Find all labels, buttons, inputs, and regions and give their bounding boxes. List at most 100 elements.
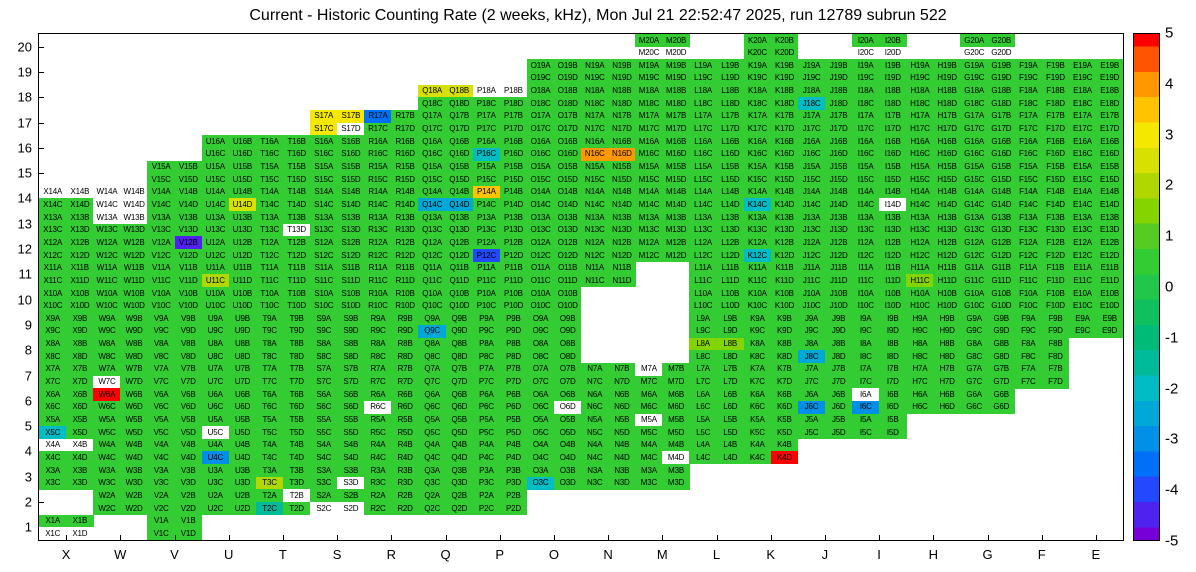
heatmap-cell: W2D — [120, 502, 148, 516]
heatmap-cell: G8B — [987, 337, 1015, 351]
heatmap-cell: M19C — [635, 71, 663, 85]
y-axis-label: 2 — [24, 494, 32, 510]
heatmap-cell: F16C — [1014, 147, 1043, 161]
heatmap-cell: K12D — [770, 249, 799, 263]
heatmap-cell: S2C — [310, 502, 338, 516]
heatmap-cell: H8C — [906, 350, 934, 364]
heatmap-cell: M5B — [662, 413, 690, 427]
heatmap-cell: P4A — [472, 438, 501, 452]
heatmap-cell: V8D — [174, 350, 202, 364]
heatmap-cell: F12A — [1014, 236, 1043, 250]
heatmap-cell: U6D — [228, 400, 257, 414]
y-axis-label: 4 — [24, 443, 32, 459]
heatmap-cell: M15D — [662, 173, 690, 187]
heatmap-cell: V11C — [147, 274, 175, 288]
heatmap-cell: R7A — [364, 362, 392, 376]
heatmap-cell: K18A — [743, 84, 772, 98]
heatmap-cell: Q13C — [418, 223, 446, 237]
heatmap-cell: X8A — [39, 337, 67, 351]
heatmap-cell: I5D — [879, 426, 907, 440]
heatmap-cell: S16D — [337, 147, 365, 161]
heatmap-cell: J5A — [797, 413, 826, 427]
heatmap-cell: H19C — [906, 71, 934, 85]
heatmap-cell: L14A — [689, 185, 717, 199]
heatmap-cell: H8A — [906, 337, 934, 351]
heatmap-cell: M14A — [635, 185, 663, 199]
heatmap-cell: K13C — [743, 223, 772, 237]
heatmap-cell: I11A — [852, 261, 880, 275]
heatmap-cell: U12D — [228, 249, 257, 263]
heatmap-cell: V15C — [147, 173, 175, 187]
heatmap-cell: R5A — [364, 413, 392, 427]
heatmap-cell: U5A — [201, 413, 230, 427]
heatmap-cell: G11B — [987, 261, 1015, 275]
heatmap-cell: J13C — [797, 223, 826, 237]
heatmap-cell: K7B — [770, 362, 799, 376]
heatmap-cell: P12B — [499, 236, 528, 250]
heatmap-cell: L12D — [716, 249, 744, 263]
heatmap-cell: L11B — [716, 261, 744, 275]
heatmap-cell: K19B — [770, 59, 799, 73]
heatmap-cell: J15B — [824, 160, 853, 174]
axis-tick — [66, 535, 68, 540]
heatmap-cell: L5A — [689, 413, 717, 427]
heatmap-cell: N14C — [581, 198, 609, 212]
heatmap-cell: T3B — [282, 464, 311, 478]
heatmap-cell: E17D — [1095, 122, 1124, 136]
heatmap-cell: L18A — [689, 84, 717, 98]
heatmap-cell: H10A — [906, 287, 934, 301]
heatmap-cell: F15C — [1014, 173, 1043, 187]
heatmap-cell: I12D — [879, 249, 907, 263]
heatmap-cell: L6B — [716, 388, 744, 402]
colorbar-tick-label: 3 — [1165, 126, 1174, 144]
heatmap-cell: W6B — [120, 388, 148, 402]
heatmap-cell: K16D — [770, 147, 799, 161]
heatmap-cell: J13B — [824, 211, 853, 225]
heatmap-cell: L9B — [716, 312, 744, 326]
heatmap-cell: V5C — [147, 426, 175, 440]
heatmap-cell: T2B — [282, 489, 311, 503]
heatmap-cell: S15B — [337, 160, 365, 174]
heatmap-cell: L10A — [689, 287, 717, 301]
heatmap-cell: L15A — [689, 160, 717, 174]
heatmap-cell: T10A — [255, 287, 284, 301]
heatmap-cell: N18B — [608, 84, 636, 98]
heatmap-cell: P16C — [472, 147, 501, 161]
heatmap-cell: O6D — [553, 400, 582, 414]
heatmap-cell: V3B — [174, 464, 202, 478]
heatmap-cell: K14B — [770, 185, 799, 199]
heatmap-cell: X6B — [66, 388, 94, 402]
heatmap-cell: X9D — [66, 324, 94, 338]
heatmap-cell: J16A — [797, 135, 826, 149]
heatmap-cell: O9D — [553, 324, 582, 338]
heatmap-cell: G13A — [960, 211, 988, 225]
heatmap-cell: P7C — [472, 375, 501, 389]
x-axis-label: X — [61, 547, 71, 562]
heatmap-cell: R4B — [391, 438, 419, 452]
heatmap-cell: I18B — [879, 84, 907, 98]
heatmap-cell: N12D — [608, 249, 636, 263]
heatmap-cell: I9D — [879, 324, 907, 338]
heatmap-cell: P6A — [472, 388, 501, 402]
heatmap-cell: M5A — [635, 413, 663, 427]
heatmap-cell: G6C — [960, 400, 988, 414]
heatmap-cell: K8C — [743, 350, 772, 364]
heatmap-cell: L19D — [716, 71, 744, 85]
heatmap-cell: O3B — [553, 464, 582, 478]
heatmap-cell: G19B — [987, 59, 1015, 73]
heatmap-cell: E17C — [1068, 122, 1097, 136]
heatmap-cell: T4B — [282, 438, 311, 452]
heatmap-cell: M12D — [662, 249, 690, 263]
heatmap-cell: Q12A — [418, 236, 446, 250]
heatmap-cell: M20B — [662, 34, 690, 48]
heatmap-cell: J15D — [824, 173, 853, 187]
heatmap-cell: F9C — [1014, 324, 1043, 338]
heatmap-cell: U5C — [201, 426, 230, 440]
heatmap-cell: V13D — [174, 223, 202, 237]
heatmap-cell: U14A — [201, 185, 230, 199]
heatmap-cell: G10A — [960, 287, 988, 301]
heatmap-cell: J19C — [797, 71, 826, 85]
heatmap-cell: Q3D — [445, 476, 473, 490]
heatmap-cell: S6D — [337, 400, 365, 414]
heatmap-cell: F9D — [1041, 324, 1070, 338]
